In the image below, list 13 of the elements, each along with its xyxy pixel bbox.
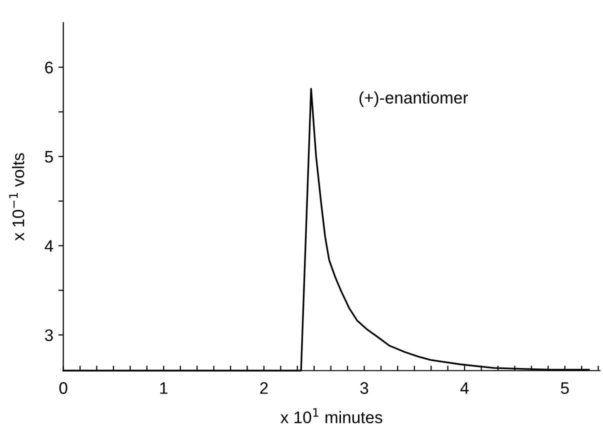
y-tick-label: 4 [44, 240, 54, 252]
x-tick-label: 4 [460, 382, 469, 394]
x-tick-label: 2 [260, 382, 268, 394]
y-tick-label: 6 [45, 62, 53, 74]
x-tick-label: 5 [560, 382, 569, 394]
x-axis-title: x 10$^{1}$ minutes [280, 408, 382, 424]
y-tick-label: 5 [44, 151, 53, 163]
x-tick-label: 1 [160, 382, 168, 394]
y-axis-title: x 10$^{−1}$ volts [9, 153, 24, 241]
x-tick-label: 0 [59, 382, 68, 394]
y-tick-label: 3 [44, 329, 53, 342]
x-tick-label: 3 [360, 382, 368, 394]
annotation: (+)-enantiomer [360, 91, 468, 107]
